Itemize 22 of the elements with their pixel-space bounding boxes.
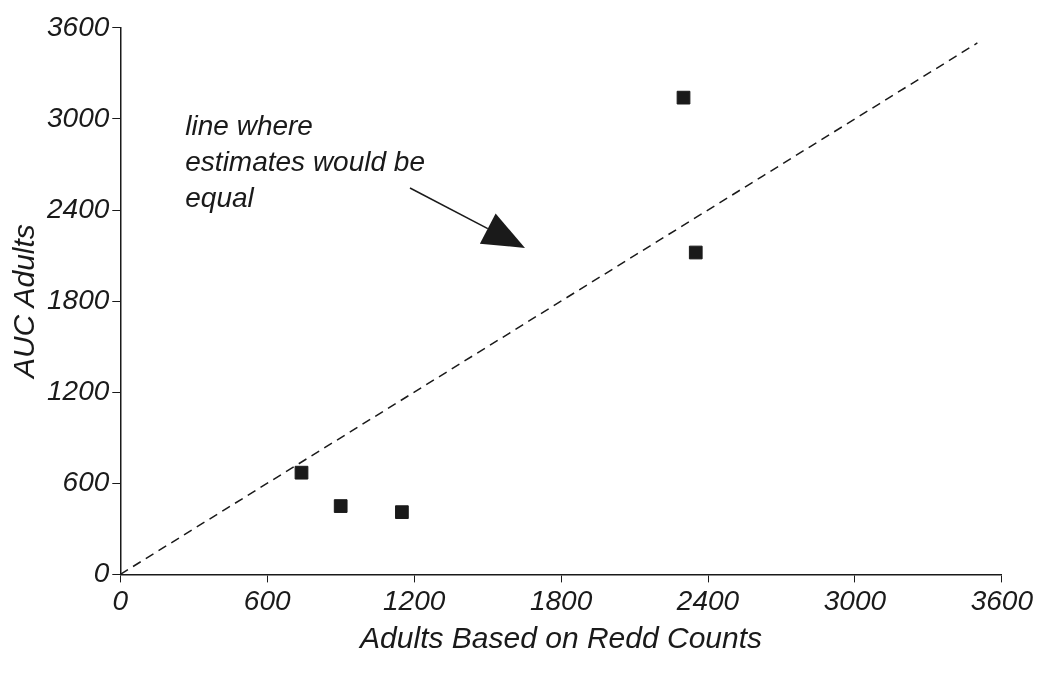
x-tick-label: 1800 bbox=[529, 585, 593, 616]
point bbox=[333, 499, 348, 513]
x-tick-label: 3600 bbox=[970, 585, 1034, 616]
point bbox=[395, 505, 409, 520]
x-tick-label: 600 bbox=[243, 585, 291, 616]
x-axis-title: Adults Based on Redd Counts bbox=[358, 621, 763, 655]
y-tick-label: 3600 bbox=[46, 10, 110, 42]
x-tick-label: 3000 bbox=[823, 585, 887, 616]
annotation: line where estimates would be equal bbox=[185, 109, 425, 213]
y-tick-label: 3000 bbox=[46, 101, 110, 133]
y-tick-label: 1800 bbox=[46, 283, 110, 315]
point bbox=[676, 90, 691, 105]
y-tick-label: 2400 bbox=[45, 192, 110, 224]
x-tick-label: 1200 bbox=[383, 585, 446, 616]
y-tick-label: 1200 bbox=[46, 375, 110, 406]
x-tick-label: 0 bbox=[112, 585, 129, 616]
y-tick-label: 600 bbox=[62, 466, 110, 498]
y-tick-label: 0 bbox=[93, 557, 110, 589]
point bbox=[294, 465, 309, 480]
x-tick-label: 2400 bbox=[675, 585, 740, 616]
y-axis-title: AUC Adults bbox=[7, 224, 41, 381]
point bbox=[688, 245, 703, 260]
